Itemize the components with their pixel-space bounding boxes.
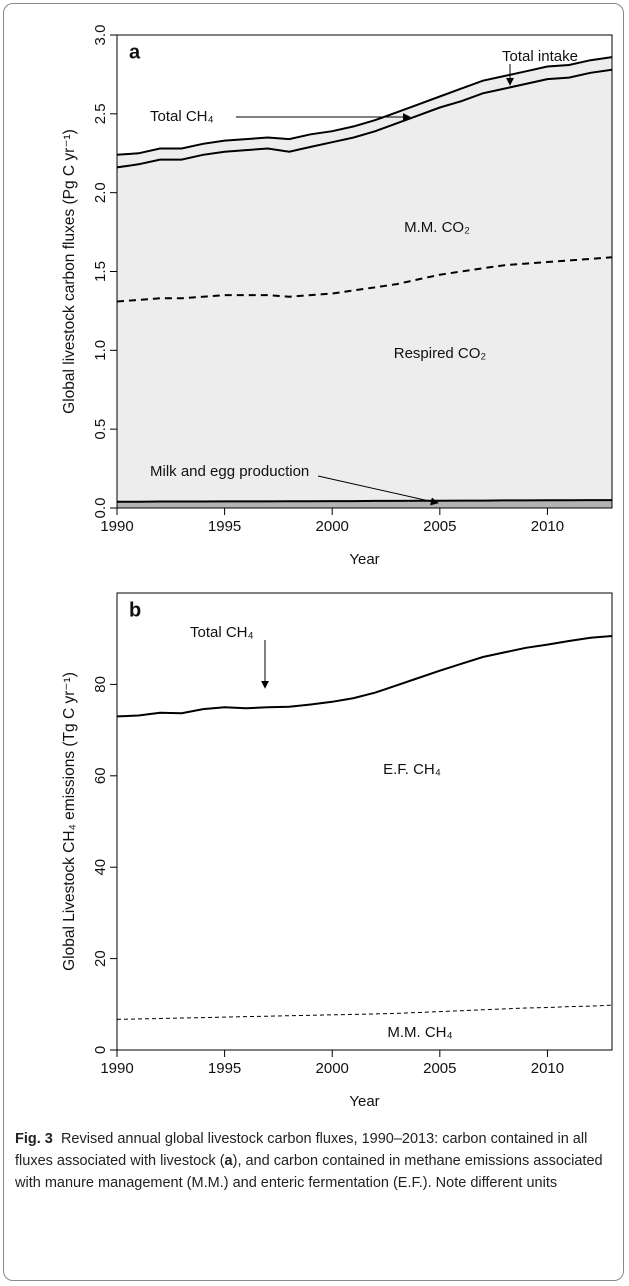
annotation: Total intake — [502, 48, 578, 65]
y-tick-label: 40 — [92, 859, 109, 876]
panel-label: a — [129, 41, 141, 63]
caption-text: Revised annual global livestock carbon f… — [15, 1131, 588, 1169]
y-tick-label: 2.5 — [92, 103, 109, 124]
annotation: E.F. CH₄ — [383, 761, 441, 778]
y-tick-label: 0 — [92, 1046, 109, 1054]
line — [116, 635, 613, 718]
area — [117, 57, 612, 508]
y-tick-label: 20 — [92, 950, 109, 967]
annotation: M.M. CO₂ — [404, 219, 470, 236]
panel-label: b — [129, 599, 141, 621]
x-tick-label: 2005 — [423, 518, 456, 535]
x-tick-label: 1990 — [100, 518, 133, 535]
annotation: M.M. CH₄ — [387, 1024, 452, 1041]
x-tick-label: 1995 — [208, 1060, 241, 1077]
x-tick-label: 2010 — [531, 518, 564, 535]
caption: Fig. 3 Revised annual global livestock c… — [15, 1128, 613, 1194]
x-axis-label: Year — [349, 551, 379, 568]
line — [116, 56, 613, 156]
x-tick-label: 1995 — [208, 518, 241, 535]
y-tick-label: 2.0 — [92, 182, 109, 203]
line — [116, 68, 613, 169]
x-tick-label: 2005 — [423, 1060, 456, 1077]
x-axis-label: Year — [349, 1093, 379, 1110]
x-tick-label: 2000 — [316, 518, 349, 535]
x-tick-label: 2010 — [531, 1060, 564, 1077]
caption-label: Fig. 3 — [15, 1131, 53, 1147]
annotation: Respired CO₂ — [394, 345, 487, 362]
annotation: Total CH₄ — [150, 108, 214, 125]
y-axis-label: Global Livestock CH₄ emissions (Tg C yr⁻… — [61, 672, 78, 971]
figure-frame — [3, 3, 624, 1281]
y-tick-label: 60 — [92, 767, 109, 784]
y-tick-label: 0.5 — [92, 419, 109, 440]
line — [117, 499, 612, 503]
y-tick-label: 3.0 — [92, 25, 109, 46]
annotation-arrow — [317, 475, 439, 506]
y-axis-label: Global livestock carbon fluxes (Pg C yr⁻… — [61, 129, 78, 414]
x-tick-label: 2000 — [316, 1060, 349, 1077]
plot-frame — [116, 592, 613, 1051]
caption-text: ), and carbon contained in methane emiss… — [15, 1153, 603, 1191]
y-tick-label: 80 — [92, 676, 109, 693]
y-tick-label: 1.5 — [92, 261, 109, 282]
x-tick-label: 1990 — [100, 1060, 133, 1077]
line — [116, 1004, 613, 1020]
y-tick-label: 1.0 — [92, 340, 109, 361]
y-tick-label: 0.0 — [92, 498, 109, 519]
annotation: Milk and egg production — [150, 463, 309, 480]
annotation: Total CH₄ — [190, 624, 254, 641]
caption-bold: a — [224, 1153, 233, 1169]
